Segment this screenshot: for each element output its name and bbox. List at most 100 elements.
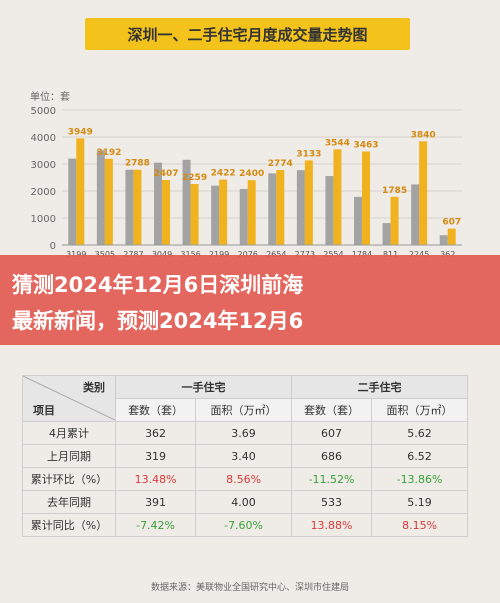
bar-gray: [439, 235, 448, 245]
data-label-gold: 607: [442, 218, 461, 228]
data-label-gold: 1785: [382, 186, 407, 196]
group-header-new: 一手住宅: [115, 375, 292, 399]
bar-gold: [276, 170, 285, 245]
bar-gold: [133, 169, 142, 245]
table-cell: 319: [114, 444, 197, 468]
bar-gold: [390, 196, 399, 245]
table-cell: -7.60%: [195, 513, 292, 537]
bar-gray: [354, 196, 362, 245]
corner-cell: 类别 项目: [22, 375, 116, 422]
y-tick-label: 5000: [31, 106, 56, 117]
data-label-gray: 3505: [95, 250, 115, 259]
data-label-gold: 3133: [296, 149, 321, 159]
bar-gold: [304, 160, 313, 245]
bar-gray: [296, 170, 305, 245]
data-label-gold: 2788: [125, 159, 150, 169]
table-cell: 5.19: [371, 490, 468, 514]
table-cell: -7.42%: [114, 513, 197, 537]
bar-gray: [96, 150, 105, 245]
diagonal-line: [23, 376, 115, 420]
y-tick-label: 4000: [31, 133, 56, 144]
bar-gold: [76, 138, 85, 245]
data-label-gold: 3544: [325, 138, 350, 148]
bar-gold: [447, 228, 456, 245]
data-label-gray: 2773: [295, 250, 315, 259]
headline-banner: [0, 255, 500, 345]
data-label-gold: 3192: [96, 148, 121, 158]
bar-gold: [104, 158, 113, 245]
data-label-gray: 2076: [238, 250, 258, 259]
data-label-gray: 3199: [66, 250, 86, 259]
row-label: 去年同期: [22, 490, 116, 514]
bar-gold: [419, 141, 428, 245]
table-cell: 8.56%: [195, 467, 292, 491]
headline-line-2: 最新新闻，预测2024年12月6: [12, 309, 304, 333]
bar-gold: [362, 151, 370, 245]
unit-label: 单位：套: [30, 92, 70, 103]
table-row: 4月累计 362 3.69 607 5.62: [22, 421, 468, 445]
data-label-gray: 811: [383, 250, 398, 259]
data-label-gray: 2787: [123, 250, 143, 259]
corner-top-label: 类别: [83, 381, 105, 394]
subheader: 面积（万㎡）: [371, 398, 468, 422]
table-group-header: 类别 项目 一手住宅 二手住宅: [22, 375, 469, 422]
bar-gold: [162, 180, 170, 245]
headline-line-1: 猜测2024年12月6日深圳前海: [12, 273, 304, 297]
table-cell: -11.52%: [290, 467, 373, 491]
row-label: 累计环比（%）: [22, 467, 116, 491]
bar-gray: [182, 159, 191, 245]
table-cell: -13.86%: [371, 467, 468, 491]
table-cell: 4.00: [195, 490, 292, 514]
bar-gray: [325, 176, 334, 245]
table-cell: 3.40: [195, 444, 292, 468]
y-tick-label: 3000: [31, 160, 56, 171]
bar-gray: [154, 162, 162, 245]
transaction-table: 类别 项目 一手住宅 二手住宅 套数（套） 面积（万㎡） 套数（套） 面积（万㎡…: [22, 375, 469, 537]
row-label: 累计同比（%）: [22, 513, 116, 537]
y-tick-label: 2000: [31, 187, 56, 198]
table-cell: 13.88%: [290, 513, 373, 537]
table-row: 累计同比（%） -7.42% -7.60% 13.88% 8.15%: [22, 513, 468, 537]
bar-gray: [211, 185, 220, 245]
bar-gold: [247, 180, 256, 245]
table-row: 上月同期 319 3.40 686 6.52: [22, 444, 468, 468]
bar-gray: [68, 158, 77, 245]
data-label-gray: 3049: [152, 250, 172, 259]
data-label-gray: 2554: [323, 250, 343, 259]
subheader: 套数（套）: [290, 398, 373, 422]
table-cell: 607: [290, 421, 373, 445]
data-label-gold: 3463: [353, 140, 378, 150]
row-label: 上月同期: [22, 444, 116, 468]
table-cell: 533: [290, 490, 373, 514]
bar-gray: [125, 169, 134, 245]
bar-gray: [268, 173, 277, 245]
chart-title: 深圳一、二手住宅月度成交量走势图: [85, 18, 410, 50]
subheader: 套数（套）: [114, 398, 197, 422]
group-header-resale: 二手住宅: [290, 375, 469, 399]
table-cell: 362: [114, 421, 197, 445]
bar-gold: [333, 149, 342, 245]
data-label-gray: 2199: [209, 250, 229, 259]
table-cell: 8.15%: [371, 513, 468, 537]
row-label: 4月累计: [22, 421, 116, 445]
data-label-gold: 2400: [239, 169, 264, 179]
data-label-gold: 2407: [153, 169, 178, 179]
data-label-gray: 3156: [180, 250, 200, 259]
y-tick-label: 0: [50, 241, 56, 252]
bar-gold: [190, 184, 199, 245]
table-cell: 686: [290, 444, 373, 468]
data-label-gold: 3949: [68, 127, 93, 137]
data-label-gold: 2422: [211, 169, 236, 179]
data-label-gold: 2259: [182, 173, 207, 183]
y-tick-label: 1000: [31, 214, 56, 225]
table-row: 去年同期 391 4.00 533 5.19: [22, 490, 468, 514]
corner-bottom-label: 项目: [33, 404, 55, 417]
table-cell: 3.69: [195, 421, 292, 445]
data-label-gold: 3840: [411, 130, 436, 140]
data-label-gray: 362: [440, 250, 455, 259]
table-cell: 6.52: [371, 444, 468, 468]
data-label-gray: 1784: [352, 250, 372, 259]
source-note: 数据来源：美联物业全国研究中心、深圳市住建局: [150, 583, 349, 593]
bar-gray: [411, 184, 420, 245]
